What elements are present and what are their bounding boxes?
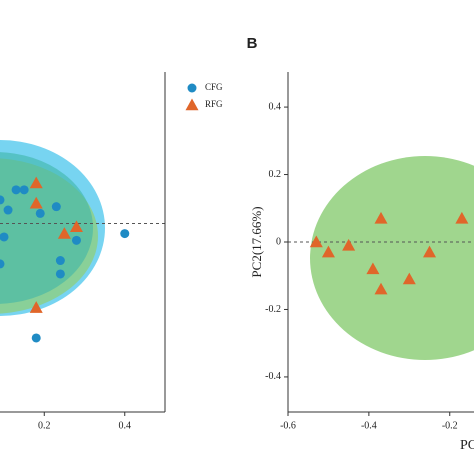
x-tick-label: -0.4: [361, 420, 377, 431]
point: [11, 185, 21, 195]
point: [55, 269, 65, 279]
point: [29, 196, 43, 209]
y-tick-label: -0.2: [265, 304, 281, 315]
point: [35, 208, 45, 218]
point: [321, 245, 335, 258]
panel-label: B: [247, 35, 258, 52]
legend-marker: [187, 83, 197, 93]
point: [374, 282, 388, 295]
x-tick-label: -0.6: [280, 420, 296, 431]
point: [51, 202, 61, 212]
point: [19, 185, 29, 195]
point: [29, 176, 43, 189]
point: [309, 235, 323, 248]
point: [29, 301, 43, 313]
point: [366, 262, 380, 275]
point: [3, 205, 13, 215]
y-tick-label: 0: [276, 236, 281, 247]
y-tick-label: 0.4: [269, 101, 282, 112]
x-tick-label: 0.2: [38, 420, 51, 431]
y-tick-label: -0.4: [265, 371, 281, 382]
point: [69, 220, 83, 233]
point: [0, 259, 5, 269]
point: [120, 229, 130, 239]
point: [374, 211, 388, 224]
point: [342, 238, 356, 251]
point: [0, 195, 5, 205]
point: [0, 232, 9, 242]
rfg-ellipse: [310, 156, 474, 360]
y-axis-label: PC2(17.66%): [249, 206, 264, 277]
x-tick-label: -0.2: [442, 420, 458, 431]
x-tick-label: 0.4: [119, 420, 132, 431]
legend-marker: [185, 98, 199, 111]
point: [423, 245, 437, 258]
point: [71, 235, 81, 245]
legend-label: RFG: [205, 99, 223, 109]
point: [57, 227, 71, 239]
x-axis-label: PC: [460, 438, 474, 453]
point: [31, 333, 41, 343]
point: [402, 272, 416, 285]
point: [455, 211, 469, 224]
y-tick-label: 0.2: [269, 169, 282, 180]
point: [55, 256, 65, 266]
legend-label: CFG: [205, 82, 223, 92]
